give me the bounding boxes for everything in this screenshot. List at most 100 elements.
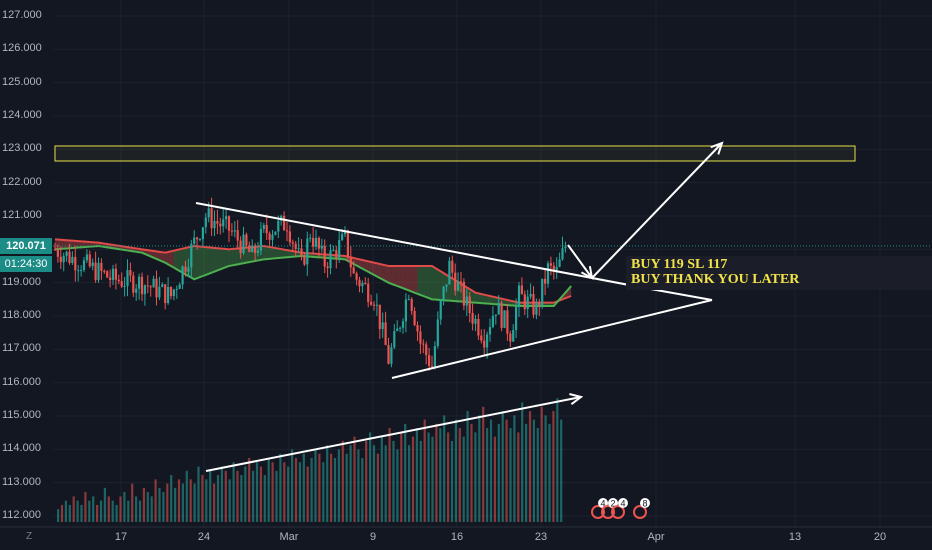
- volume-bar: [443, 415, 446, 522]
- volume-bar: [236, 470, 239, 522]
- volume-bar: [302, 453, 305, 522]
- ichimoku-cloud: [54, 238, 572, 307]
- candle-body: [503, 310, 506, 328]
- cloud-segment: [173, 250, 177, 270]
- candle-body: [428, 355, 431, 366]
- volume-bar: [482, 406, 485, 522]
- annotation-line-1[interactable]: BUY 119 SL 117: [631, 257, 728, 272]
- candle-body: [535, 302, 538, 315]
- cloud-segment: [176, 249, 180, 271]
- price-tick-label: 118.000: [2, 309, 41, 321]
- candle-body: [210, 208, 213, 229]
- cloud-segment: [263, 246, 267, 260]
- candle-body: [393, 331, 396, 348]
- candle-body: [378, 304, 381, 330]
- volume-bar: [154, 479, 157, 522]
- zoom-icon[interactable]: Z: [25, 531, 33, 542]
- candle-body: [448, 260, 451, 285]
- candle-body: [555, 266, 558, 271]
- volume-bar: [408, 445, 411, 522]
- volume-bar: [353, 436, 356, 522]
- candle-body: [146, 285, 149, 287]
- candle-body: [132, 275, 135, 293]
- volume-bar: [458, 428, 461, 522]
- candle-body: [433, 346, 436, 367]
- candle-body: [355, 273, 358, 280]
- cloud-segment: [168, 251, 171, 266]
- volume-bar: [318, 453, 321, 522]
- candle-body: [201, 227, 204, 240]
- candle-body: [314, 237, 318, 247]
- cloud-segment: [205, 247, 209, 275]
- price-tick-label: 114.000: [2, 442, 41, 455]
- cloud-segment: [495, 297, 499, 305]
- candle-body: [230, 230, 233, 232]
- candle-body: [97, 262, 100, 281]
- candle-body: [312, 237, 315, 247]
- bar-countdown-label: 01:24:30: [0, 256, 52, 272]
- event-badge-count: 4: [620, 499, 625, 509]
- candle-body: [549, 263, 552, 266]
- candle-body: [361, 282, 364, 287]
- volume-bar: [259, 466, 262, 522]
- annotation-line-2[interactable]: BUY THANK YOU LATER: [631, 272, 800, 287]
- volume-bar: [521, 402, 524, 522]
- volume-bar: [228, 479, 231, 522]
- volume-bar: [68, 504, 71, 522]
- volume-bar: [493, 436, 496, 522]
- candle-body: [471, 313, 474, 324]
- candle-body: [306, 238, 309, 265]
- cloud-segment: [429, 266, 432, 300]
- cloud-segment: [223, 248, 227, 269]
- candle-body: [193, 237, 196, 244]
- candle-body: [158, 286, 161, 298]
- volume-bar: [548, 423, 551, 522]
- cloud-segment: [200, 246, 203, 278]
- candle-body: [259, 228, 262, 251]
- candle-body: [520, 285, 523, 295]
- candle-body: [436, 319, 439, 347]
- candle-body: [239, 240, 242, 254]
- event-badge-bubble: [618, 498, 628, 508]
- candle-body: [175, 288, 178, 290]
- event-badge: 4: [591, 498, 608, 519]
- cloud-segment: [269, 247, 273, 259]
- cloud-segment: [278, 248, 282, 259]
- candle-body: [285, 230, 289, 232]
- volume-bar: [88, 500, 91, 522]
- cloud-segment: [281, 249, 285, 258]
- price-tick-label: 115.000: [2, 409, 41, 421]
- cloud-segment: [490, 296, 493, 304]
- cloud-segment: [284, 249, 287, 258]
- volume-bar: [544, 415, 547, 522]
- cloud-segment: [60, 239, 64, 249]
- cloud-segment: [478, 293, 482, 304]
- event-badge-ring: [601, 505, 615, 519]
- volume-bar: [415, 428, 418, 522]
- volume-bar: [517, 432, 520, 522]
- volume-bar: [431, 436, 434, 522]
- candle-body: [541, 278, 544, 306]
- event-badge-bubble: [640, 498, 650, 508]
- span-b-line: [54, 244, 572, 307]
- resistance-zone[interactable]: [54, 145, 856, 162]
- price-tick-label: 126.000: [2, 42, 42, 55]
- candle-body: [425, 344, 428, 356]
- trendline-drawings[interactable]: [195, 141, 724, 472]
- volume-bar: [497, 423, 500, 522]
- cloud-segment: [403, 266, 406, 290]
- volume-bar: [486, 428, 489, 522]
- time-tick-label: 24: [197, 531, 211, 543]
- volume-bar: [536, 428, 539, 522]
- candle-body: [167, 286, 170, 304]
- volume-bar: [501, 411, 504, 522]
- candle-body: [367, 283, 370, 302]
- volume-bar: [388, 428, 391, 522]
- upper-trendline: [195, 202, 646, 289]
- candle-body: [178, 284, 181, 289]
- time-tick-label: 9: [369, 531, 377, 543]
- cloud-segment: [211, 247, 215, 273]
- candle-body: [465, 296, 468, 306]
